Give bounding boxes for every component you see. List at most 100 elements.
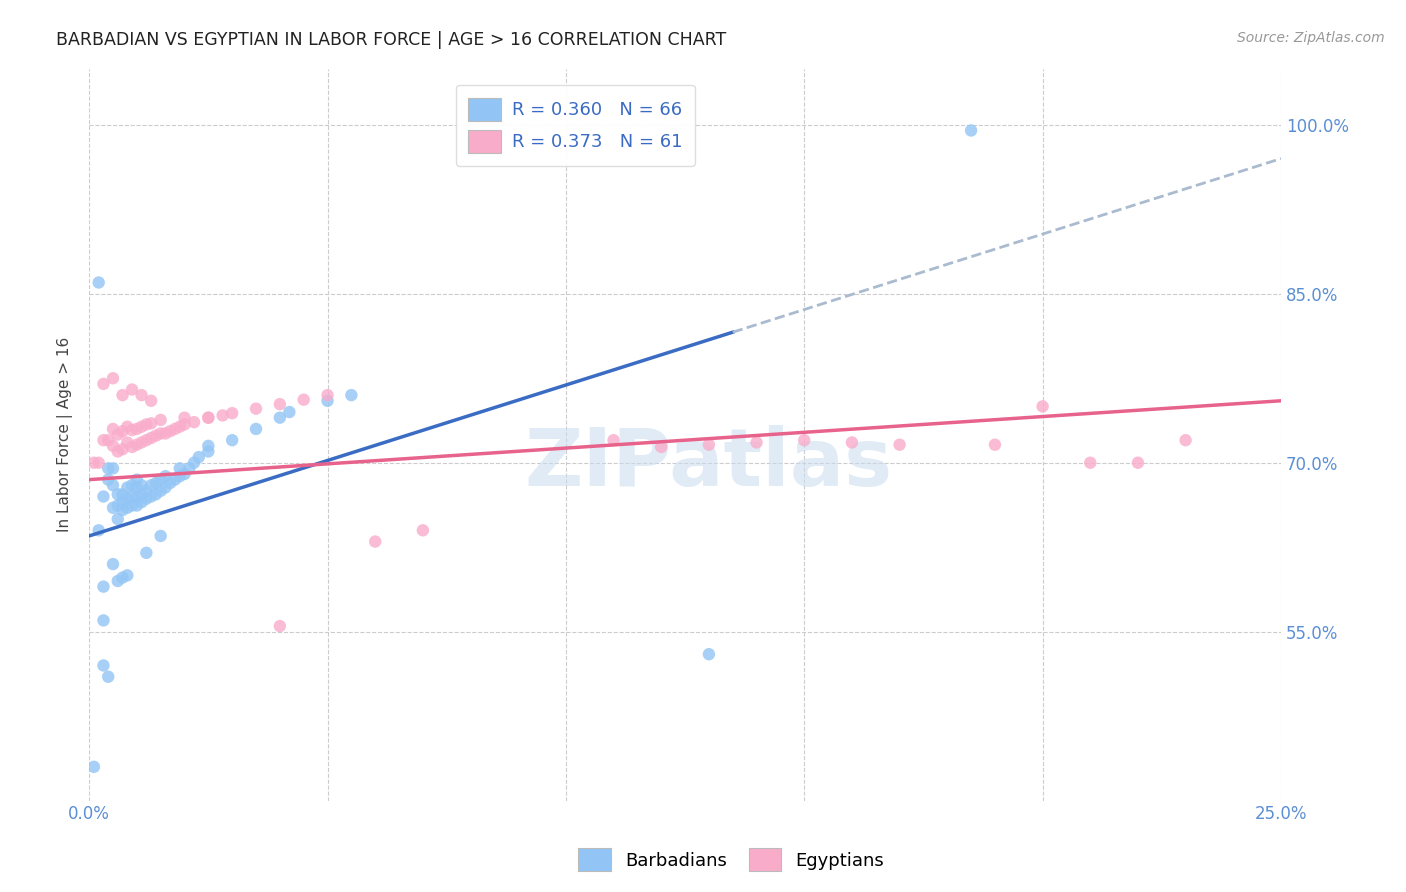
Point: [1078, 456, 1101, 470]
Point: [292, 392, 315, 407]
Point: [111, 495, 134, 509]
Point: [101, 422, 124, 436]
Point: [121, 499, 143, 513]
Point: [93, 658, 115, 673]
Point: [117, 435, 139, 450]
Point: [125, 481, 148, 495]
Point: [111, 424, 134, 438]
Point: [155, 426, 177, 441]
Point: [135, 491, 157, 506]
Point: [793, 433, 815, 447]
Point: [155, 469, 177, 483]
Point: [269, 619, 291, 633]
Legend: R = 0.360   N = 66, R = 0.373   N = 61: R = 0.360 N = 66, R = 0.373 N = 61: [456, 85, 695, 166]
Point: [173, 467, 195, 481]
Point: [197, 439, 219, 453]
Point: [173, 417, 195, 432]
Point: [97, 433, 120, 447]
Point: [93, 433, 115, 447]
Point: [159, 424, 181, 438]
Point: [183, 456, 205, 470]
Point: [221, 406, 243, 420]
Point: [197, 410, 219, 425]
Point: [173, 410, 195, 425]
Point: [1126, 456, 1149, 470]
Point: [101, 439, 124, 453]
Point: [197, 410, 219, 425]
Point: [245, 401, 267, 416]
Point: [278, 405, 301, 419]
Point: [1032, 400, 1054, 414]
Y-axis label: In Labor Force | Age > 16: In Labor Force | Age > 16: [58, 337, 73, 533]
Point: [131, 388, 153, 402]
Point: [87, 276, 110, 290]
Point: [101, 461, 124, 475]
Point: [149, 473, 172, 487]
Point: [169, 469, 191, 483]
Point: [101, 478, 124, 492]
Point: [179, 461, 201, 475]
Point: [889, 438, 911, 452]
Legend: Barbadians, Egyptians: Barbadians, Egyptians: [571, 841, 891, 879]
Point: [149, 413, 172, 427]
Point: [111, 388, 134, 402]
Point: [107, 444, 129, 458]
Point: [269, 410, 291, 425]
Point: [117, 568, 139, 582]
Point: [316, 388, 339, 402]
Point: [121, 440, 143, 454]
Point: [139, 393, 162, 408]
Point: [121, 490, 143, 504]
Point: [183, 415, 205, 429]
Point: [139, 417, 162, 431]
Point: [87, 456, 110, 470]
Point: [745, 435, 768, 450]
Point: [139, 478, 162, 492]
Point: [364, 534, 387, 549]
Text: Source: ZipAtlas.com: Source: ZipAtlas.com: [1237, 31, 1385, 45]
Point: [93, 580, 115, 594]
Point: [121, 383, 143, 397]
Point: [139, 490, 162, 504]
Point: [135, 433, 157, 447]
Point: [340, 388, 363, 402]
Point: [121, 423, 143, 437]
Point: [187, 450, 209, 464]
Point: [650, 440, 672, 454]
Point: [245, 422, 267, 436]
Point: [145, 428, 167, 442]
Point: [101, 557, 124, 571]
Point: [984, 438, 1007, 452]
Point: [159, 475, 181, 490]
Point: [111, 442, 134, 457]
Point: [131, 478, 153, 492]
Point: [117, 419, 139, 434]
Point: [197, 444, 219, 458]
Point: [97, 473, 120, 487]
Point: [97, 670, 120, 684]
Point: [135, 546, 157, 560]
Point: [149, 483, 172, 498]
Point: [107, 574, 129, 588]
Point: [125, 422, 148, 436]
Point: [221, 433, 243, 447]
Point: [87, 524, 110, 538]
Point: [697, 647, 720, 661]
Point: [125, 499, 148, 513]
Text: BARBADIAN VS EGYPTIAN IN LABOR FORCE | AGE > 16 CORRELATION CHART: BARBADIAN VS EGYPTIAN IN LABOR FORCE | A…: [56, 31, 727, 49]
Point: [602, 433, 624, 447]
Point: [211, 409, 233, 423]
Point: [145, 487, 167, 501]
Point: [131, 495, 153, 509]
Point: [139, 431, 162, 445]
Point: [960, 123, 983, 137]
Point: [131, 487, 153, 501]
Point: [125, 438, 148, 452]
Point: [131, 419, 153, 434]
Point: [269, 397, 291, 411]
Point: [107, 487, 129, 501]
Point: [169, 461, 191, 475]
Point: [93, 490, 115, 504]
Point: [107, 427, 129, 442]
Point: [101, 371, 124, 385]
